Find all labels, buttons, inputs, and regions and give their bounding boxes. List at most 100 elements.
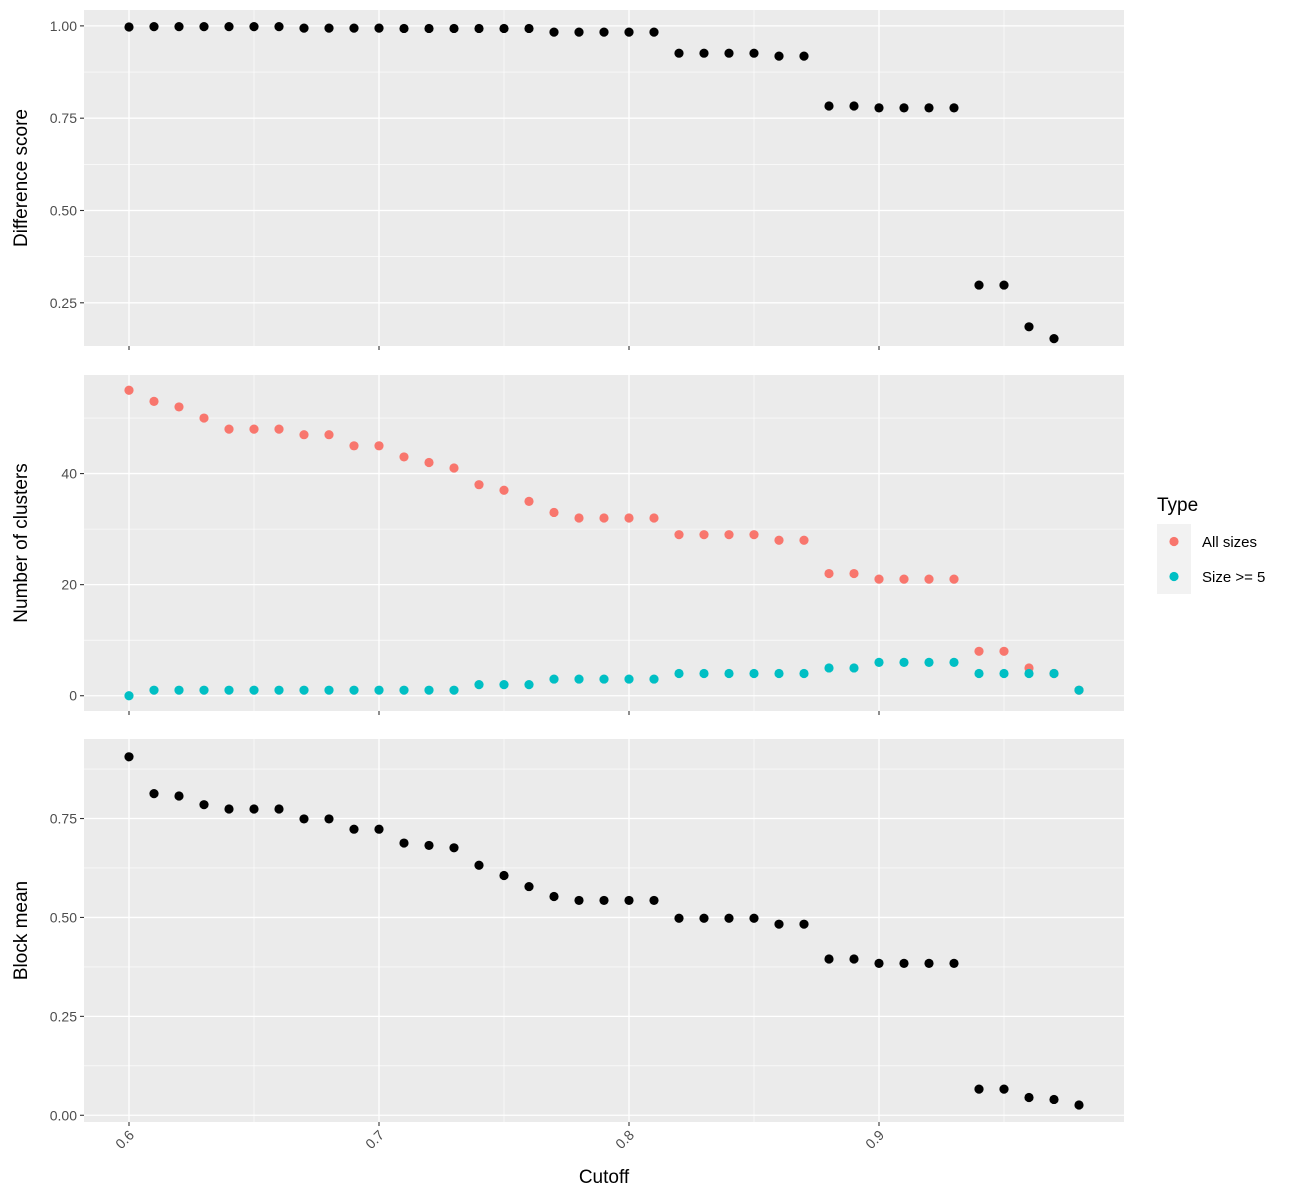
data-point-clusters-s0 [249, 424, 259, 434]
data-point-clusters-s1 [199, 685, 209, 695]
data-point-clusters-s1 [349, 685, 359, 695]
data-point-difference-s0 [624, 27, 634, 37]
data-point-block-s0 [1049, 1094, 1059, 1105]
data-point-block-s0 [924, 958, 934, 968]
y-tick-label: 0 [69, 688, 77, 704]
data-point-difference-s0 [424, 23, 434, 34]
panel-background-difference [84, 10, 1124, 346]
y-tick-label: 0.00 [50, 1107, 77, 1123]
data-point-difference-s0 [599, 27, 609, 37]
data-point-block-s0 [399, 838, 409, 848]
data-point-difference-s0 [574, 27, 584, 37]
data-point-clusters-s0 [274, 424, 284, 434]
data-point-clusters-s0 [124, 385, 134, 395]
data-point-clusters-s1 [499, 680, 509, 690]
data-point-block-s0 [724, 913, 734, 923]
data-point-difference-s0 [224, 22, 234, 32]
data-point-block-s0 [874, 958, 884, 968]
y-tick-label: 0.50 [50, 909, 77, 925]
data-point-clusters-s1 [149, 685, 159, 695]
data-point-block-s0 [599, 895, 609, 906]
data-point-clusters-s1 [124, 691, 134, 701]
data-point-difference-s0 [149, 22, 159, 32]
y-tick-label: 0.75 [50, 110, 77, 126]
data-point-difference-s0 [874, 103, 884, 113]
data-point-block-s0 [849, 954, 859, 964]
data-point-difference-s0 [124, 22, 134, 32]
data-point-difference-s0 [474, 23, 484, 34]
data-point-difference-s0 [299, 23, 309, 33]
data-point-difference-s0 [199, 22, 209, 32]
data-point-block-s0 [574, 895, 584, 906]
legend-key-point [1169, 536, 1179, 547]
data-point-clusters-s0 [649, 513, 659, 523]
data-point-clusters-s1 [299, 685, 309, 695]
data-point-clusters-s1 [724, 668, 734, 679]
data-point-clusters-s0 [349, 441, 359, 451]
data-point-clusters-s1 [874, 657, 884, 668]
data-point-clusters-s1 [1049, 668, 1059, 679]
data-point-clusters-s0 [324, 430, 334, 440]
data-point-clusters-s1 [524, 680, 534, 690]
data-point-difference-s0 [499, 23, 509, 34]
y-tick-label: 0.25 [50, 295, 77, 311]
data-point-difference-s0 [749, 48, 759, 58]
data-point-clusters-s0 [774, 535, 784, 545]
data-point-clusters-s1 [1074, 685, 1084, 695]
data-point-clusters-s0 [149, 396, 159, 406]
data-point-block-s0 [1024, 1092, 1034, 1103]
data-point-block-s0 [749, 913, 759, 923]
data-point-difference-s0 [1049, 334, 1059, 344]
y-tick-label: 0.25 [50, 1008, 77, 1024]
data-point-block-s0 [824, 954, 834, 964]
y-tick-label: 40 [61, 466, 77, 482]
data-point-difference-s0 [774, 51, 784, 61]
data-point-difference-s0 [1024, 322, 1034, 332]
data-point-clusters-s0 [799, 535, 809, 545]
data-point-difference-s0 [799, 51, 809, 61]
data-point-block-s0 [174, 791, 184, 801]
data-point-clusters-s1 [474, 680, 484, 690]
x-tick-label: 0.8 [612, 1127, 637, 1152]
data-point-clusters-s0 [199, 413, 209, 423]
data-point-block-s0 [499, 870, 509, 881]
legend-label: All sizes [1202, 534, 1257, 551]
x-tick-label: 0.6 [112, 1127, 137, 1152]
data-point-block-s0 [374, 824, 384, 834]
data-point-difference-s0 [524, 23, 534, 34]
data-point-clusters-s0 [924, 574, 934, 584]
data-point-clusters-s0 [874, 574, 884, 584]
data-point-clusters-s1 [249, 685, 259, 695]
data-point-difference-s0 [974, 280, 984, 290]
data-point-clusters-s0 [974, 646, 984, 656]
data-point-clusters-s1 [399, 685, 409, 695]
data-point-clusters-s1 [1024, 668, 1034, 679]
data-point-clusters-s1 [924, 657, 934, 668]
data-point-clusters-s0 [749, 530, 759, 540]
data-point-block-s0 [124, 752, 134, 762]
data-point-clusters-s1 [599, 674, 609, 684]
data-point-difference-s0 [399, 23, 409, 34]
data-point-clusters-s1 [574, 674, 584, 684]
data-point-block-s0 [299, 814, 309, 824]
data-point-difference-s0 [899, 103, 909, 113]
data-point-clusters-s1 [274, 685, 284, 695]
data-point-difference-s0 [274, 22, 284, 32]
legend-label: Size >= 5 [1202, 569, 1265, 586]
data-point-clusters-s0 [824, 568, 834, 579]
data-point-clusters-s0 [549, 507, 559, 518]
data-point-block-s0 [699, 913, 709, 923]
data-point-block-s0 [249, 804, 259, 814]
data-point-clusters-s1 [949, 657, 959, 668]
data-point-difference-s0 [849, 101, 859, 111]
y-tick-label: 1.00 [50, 18, 77, 34]
data-point-clusters-s1 [324, 685, 334, 695]
data-point-clusters-s0 [474, 480, 484, 490]
data-point-block-s0 [974, 1084, 984, 1094]
panel-background-clusters [84, 375, 1124, 711]
data-point-block-s0 [349, 824, 359, 834]
data-point-clusters-s0 [949, 574, 959, 584]
data-point-clusters-s0 [499, 485, 509, 495]
data-point-clusters-s0 [699, 530, 709, 540]
data-point-difference-s0 [324, 23, 334, 33]
